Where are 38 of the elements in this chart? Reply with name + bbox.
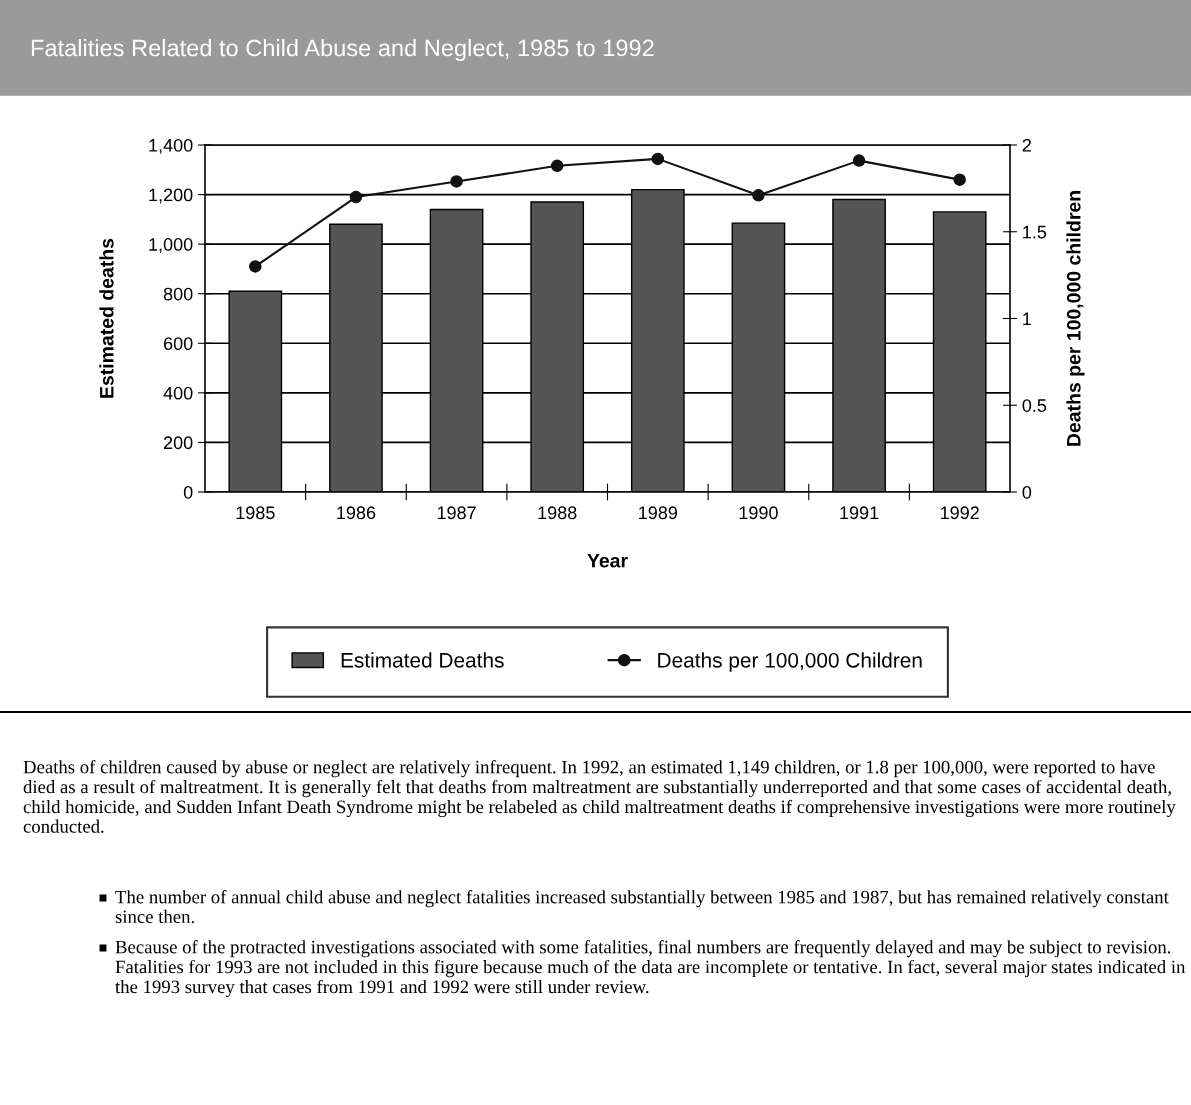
y2-tick-label: 0.5 <box>1022 399 1047 412</box>
y2-tick-label: 1.5 <box>1023 225 1047 239</box>
x-tick-label: 1985 <box>236 506 275 520</box>
x-tick-label: 1987 <box>437 506 476 520</box>
text: Deaths of children caused by abuse or neglect are relatively infrequent. In 1992, an estimated 1,149 children, or 1.8 per 100,000, were reported to have died as a result of maltreatment. It is generally felt that deaths from maltreatment are substantially underreported and that some cases of accidental death, child homicide, and Sudden Infant Death Syndrome might be relabeled as child maltreatment deaths if comprehensive investigations were more routinely conducted. <box>23 760 1176 833</box>
y2-tick-label: 0 <box>1022 485 1032 499</box>
x-tick-label: 1990 <box>739 506 778 520</box>
y-tick-label: 0 <box>183 485 193 499</box>
x-tick-label: 1989 <box>639 506 678 520</box>
y-tick-label: 1,200 <box>149 188 193 204</box>
chart-title: Fatalities Related to Child Abuse and Neglect, 1985 to 1992 <box>31 39 654 62</box>
y-tick-label: 600 <box>163 337 193 351</box>
y2-tick-label: 2 <box>1022 138 1031 152</box>
point <box>852 154 866 167</box>
point <box>752 189 765 202</box>
legend-label: Estimated Deaths <box>341 652 504 668</box>
y2-axis-title: Deaths per 100,000 children <box>1066 191 1085 446</box>
x-tick-label: 1991 <box>840 506 879 520</box>
x-tick-label: 1992 <box>940 506 979 520</box>
text: Because of the protracted investigations associated with some fatalities, final numbers are frequently delayed and may be subject to revision. Fatalities for 1993 are not included in this figure because much of the data are incomplete or tentative. In fact, several major states indicated in the 1993 survey that cases from 1991 and 1992 were still under review. <box>115 940 1186 998</box>
legend-label: Deaths per 100,000 Children <box>658 652 922 672</box>
y-tick-label: 200 <box>163 436 193 450</box>
point <box>249 260 262 273</box>
x-tick-label: 1988 <box>538 506 577 520</box>
y-axis-title: Estimated deaths <box>99 238 114 398</box>
x-axis-title: Year <box>587 553 628 568</box>
y-tick-label: 1,400 <box>149 138 193 154</box>
point <box>651 152 665 166</box>
y-tick-label: 1,000 <box>149 238 193 253</box>
point <box>953 173 966 186</box>
point <box>550 159 564 173</box>
y2-tick-label: 1 <box>1023 312 1031 326</box>
point <box>349 190 363 204</box>
y-tick-label: 800 <box>163 287 193 301</box>
point <box>450 175 463 188</box>
text: The number of annual child abuse and neglect fatalities increased substantially between 1985 and 1987, but has remained relatively constant since then. <box>115 890 1169 924</box>
x-tick-label: 1986 <box>337 506 376 520</box>
y-tick-label: 400 <box>163 386 193 400</box>
